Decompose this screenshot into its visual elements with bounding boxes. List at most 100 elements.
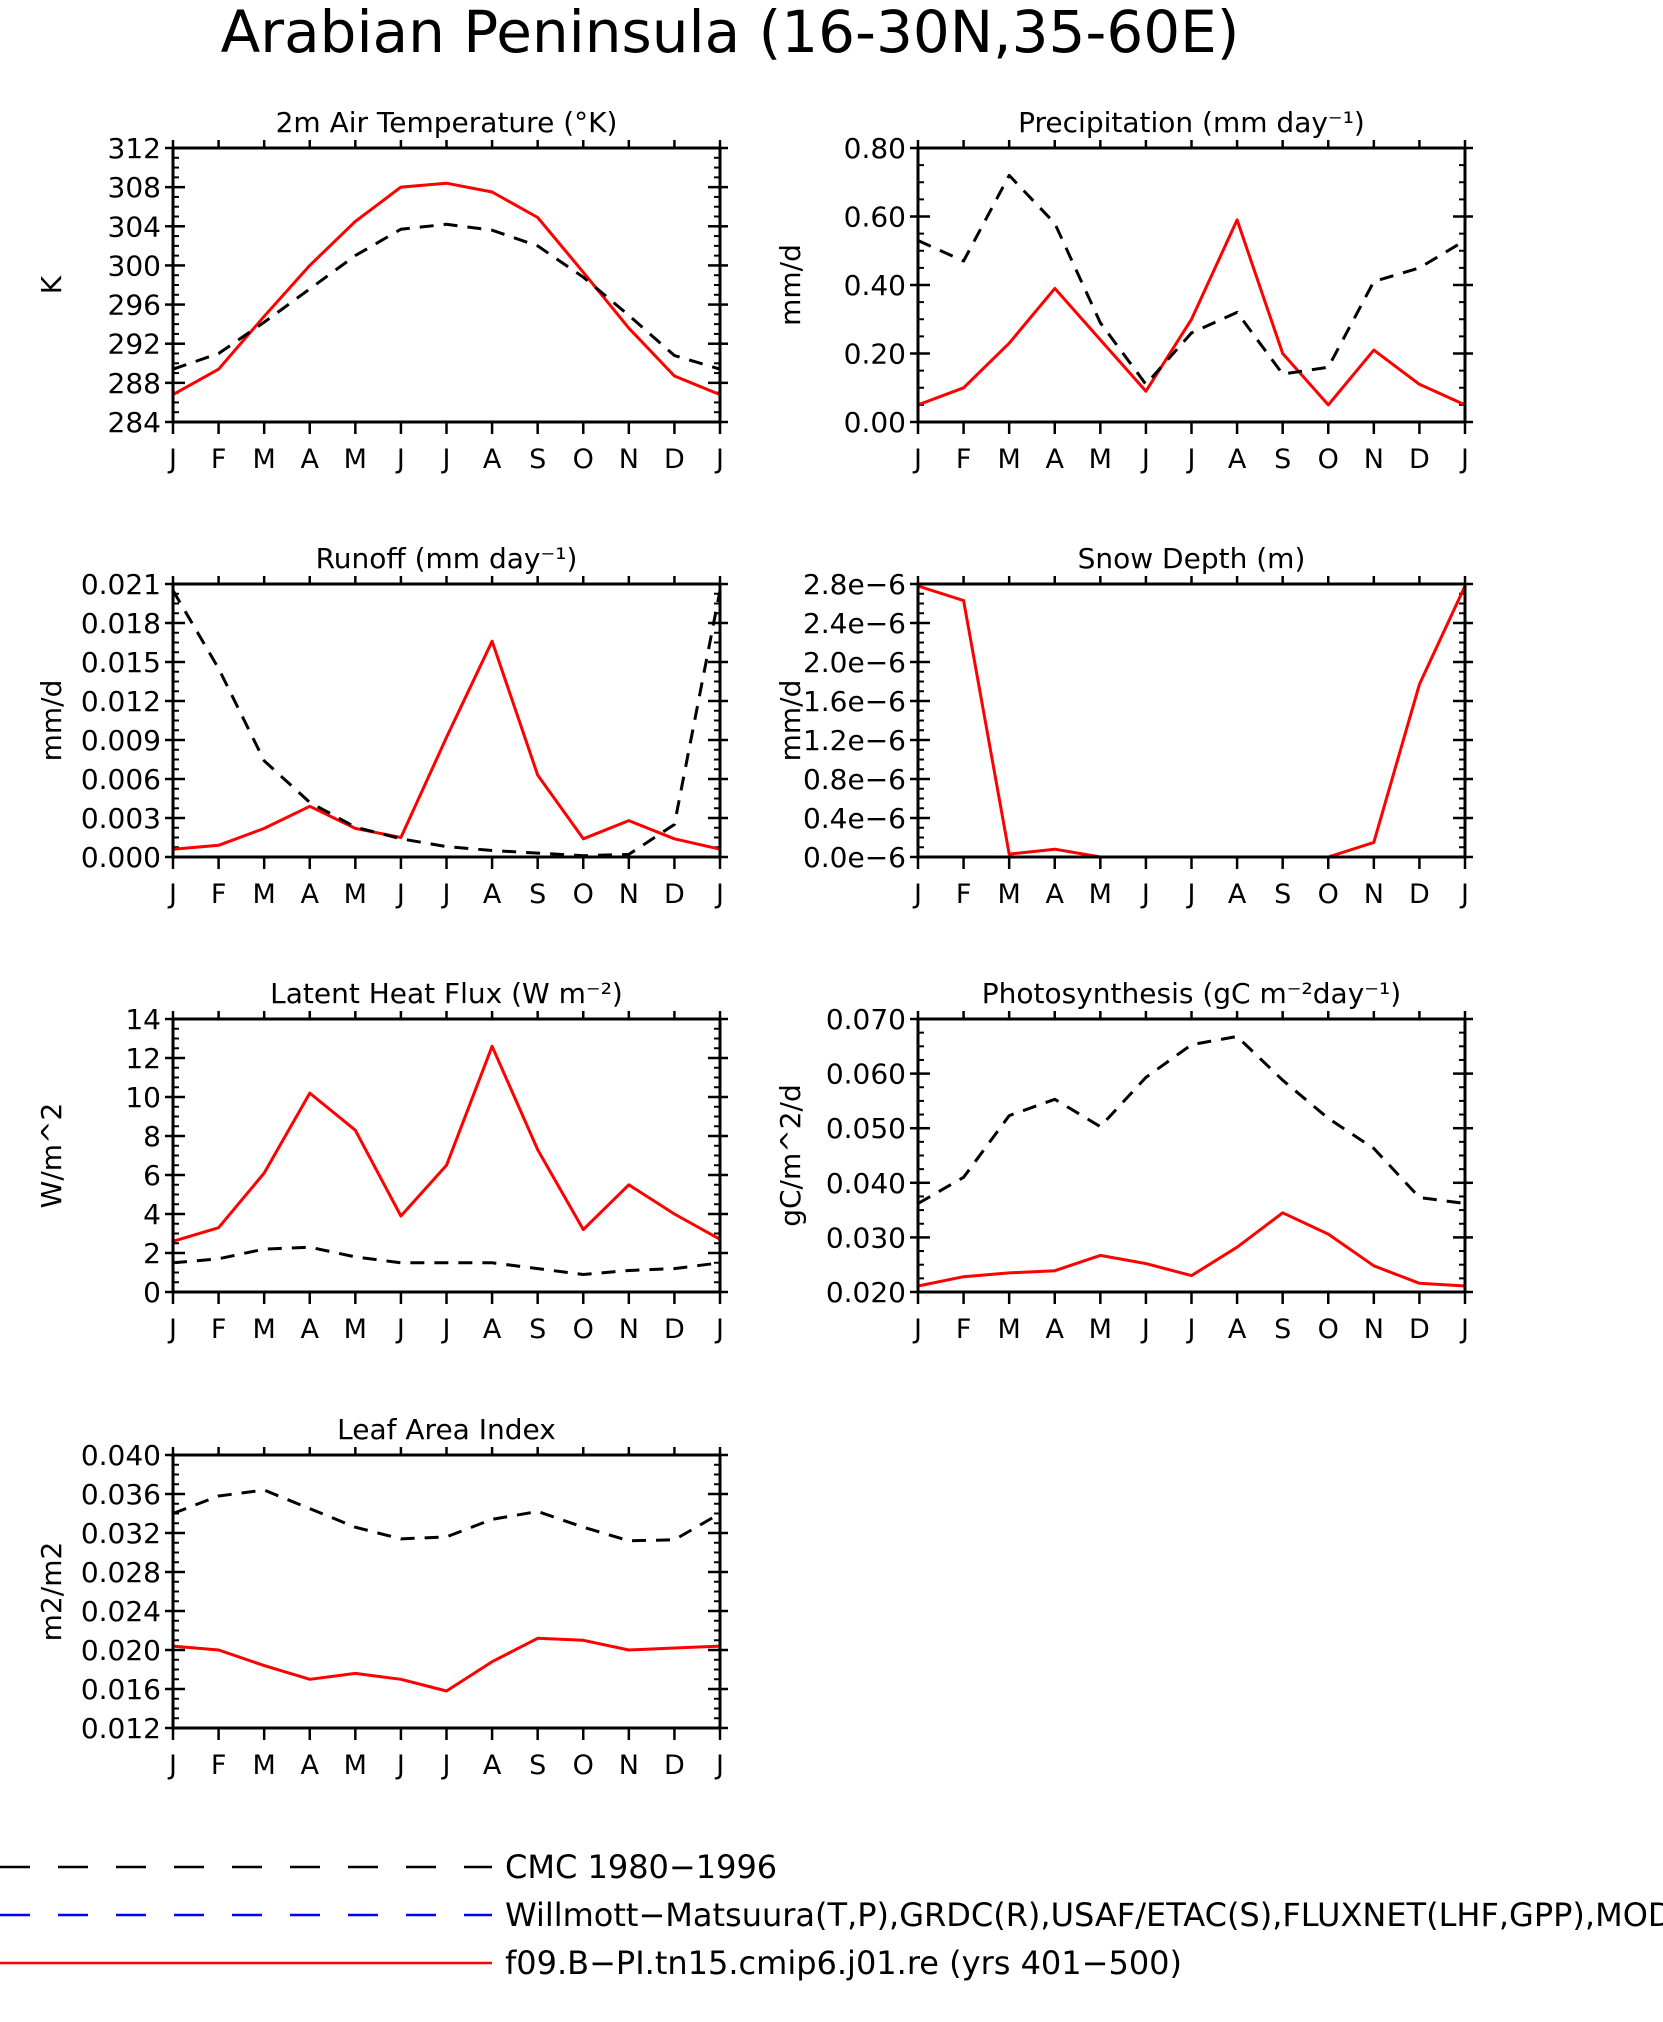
series-line-cmc [171,589,722,858]
x-tick-label: M [1089,444,1112,475]
chart-panel-6: Leaf Area Index m2/m2 0.012 0.016 0.020 0.024… [35,1413,728,1781]
y-tick-label: 0.4e−6 [803,802,906,835]
y-tick-label: 2.8e−6 [803,568,906,601]
x-tick-label: A [1228,1314,1247,1345]
panel-title: Leaf Area Index [337,1413,556,1446]
series-line-model [172,1636,721,1693]
x-tick-label: J [1140,444,1150,475]
series-line-model [917,218,1466,407]
plot-frame [171,1017,722,1294]
plot-frame [171,146,722,424]
x-tick-label: M [253,879,276,910]
x-tick-label: N [1364,444,1384,475]
y-tick-label: 0.009 [81,724,161,757]
y-tick-label: 284 [108,406,161,439]
y-tick-label: 296 [108,289,161,322]
x-tick-label: S [529,879,546,910]
x-tick-label: A [483,444,502,475]
x-tick-label: D [1409,879,1430,910]
x-tick-label: S [1274,444,1291,475]
y-tick-label: 0.006 [81,763,161,796]
panel-title: 2m Air Temperature (°K) [276,106,618,139]
x-tick-label: S [529,444,546,475]
series-line-model [917,1211,1466,1288]
x-tick-label: J [395,1750,405,1781]
legend-label: f09.B−PI.tn15.cmip6.j01.re (yrs 401−500) [505,1944,1182,1982]
y-tick-label: 0.016 [81,1673,161,1706]
x-tick-label: A [301,1314,320,1345]
x-tick-label: A [483,1314,502,1345]
x-tick-label: A [1228,444,1247,475]
x-tick-label: O [1318,879,1339,910]
legend-item-0: CMC 1980−1996 [0,1848,777,1886]
y-tick-label: 0.070 [826,1003,906,1036]
y-tick-label: 0.0e−6 [803,841,906,874]
x-tick-label: D [664,1750,685,1781]
x-tick-label: O [573,879,594,910]
x-tick-label: A [301,1750,320,1781]
y-tick-label: 0.60 [844,201,906,234]
x-tick-label: A [301,879,320,910]
x-tick-label: M [998,444,1021,475]
x-tick-label: S [1274,1314,1291,1345]
x-tick-label: J [441,879,451,910]
legend-label: Willmott−Matsuura(T,P),GRDC(R),USAF/ETAC… [505,1896,1663,1934]
x-tick-label: J [714,1314,724,1345]
y-tick-label: 0.060 [826,1058,906,1091]
y-tick-label: 14 [125,1003,161,1036]
y-tick-label: 0 [143,1276,161,1309]
plot-frame [171,1453,722,1730]
plot-frame [171,582,722,859]
series-line-model [917,584,1467,859]
chart-panel-0: 2m Air Temperature (°K) K 284 288 292 296 300 3… [35,106,728,475]
series-line-cmc [172,222,721,371]
y-tick-label: 0.000 [81,841,161,874]
x-tick-label: J [912,1314,922,1345]
x-tick-label: D [1409,444,1430,475]
x-tick-label: J [714,1750,724,1781]
y-tick-label: 10 [125,1081,161,1114]
x-tick-label: J [441,1750,451,1781]
x-tick-label: N [1364,879,1384,910]
y-tick-label: 2.4e−6 [803,607,906,640]
x-tick-label: M [344,1750,367,1781]
y-tick-label: 4 [143,1198,161,1231]
x-tick-label: F [956,444,972,475]
series-line-cmc [917,173,1466,386]
x-tick-label: A [1046,879,1065,910]
y-tick-label: 0.8e−6 [803,763,906,796]
y-tick-label: 0.40 [844,269,906,302]
y-tick-label: 0.012 [81,1712,161,1745]
y-axis-label: mm/d [35,680,68,762]
x-tick-label: N [1364,1314,1384,1345]
x-tick-label: J [714,879,724,910]
figure-title: Arabian Peninsula (16-30N,35-60E) [221,0,1240,66]
series-line-model [172,181,721,396]
y-tick-label: 0.040 [826,1167,906,1200]
legend-label: CMC 1980−1996 [505,1848,777,1886]
x-tick-label: F [211,444,227,475]
chart-panel-3: Snow Depth (m) mm/d 0.0e−6 0.4e−6 0.8e−6 1.2e… [774,542,1473,910]
x-tick-label: M [253,444,276,475]
x-tick-label: J [912,879,922,910]
legend-item-1: Willmott−Matsuura(T,P),GRDC(R),USAF/ETAC… [0,1896,1663,1934]
panel-title: Latent Heat Flux (W m⁻²) [270,977,623,1010]
x-tick-label: M [344,444,367,475]
x-tick-label: J [1459,1314,1469,1345]
y-tick-label: 1.6e−6 [803,685,906,718]
x-tick-label: J [1459,444,1469,475]
series-line-cmc [172,1488,721,1543]
y-tick-label: 0.024 [81,1595,161,1628]
x-tick-label: S [529,1750,546,1781]
y-tick-label: 292 [108,328,161,361]
y-tick-label: 0.012 [81,685,161,718]
x-tick-label: M [344,879,367,910]
y-axis-label: gC/m^2/d [774,1084,807,1227]
y-axis-label: mm/d [774,244,807,326]
y-tick-label: 312 [108,132,161,165]
x-tick-label: J [167,444,177,475]
y-tick-label: 0.015 [81,646,161,679]
y-tick-label: 8 [143,1120,161,1153]
panel-title: Photosynthesis (gC m⁻²day⁻¹) [982,977,1401,1010]
